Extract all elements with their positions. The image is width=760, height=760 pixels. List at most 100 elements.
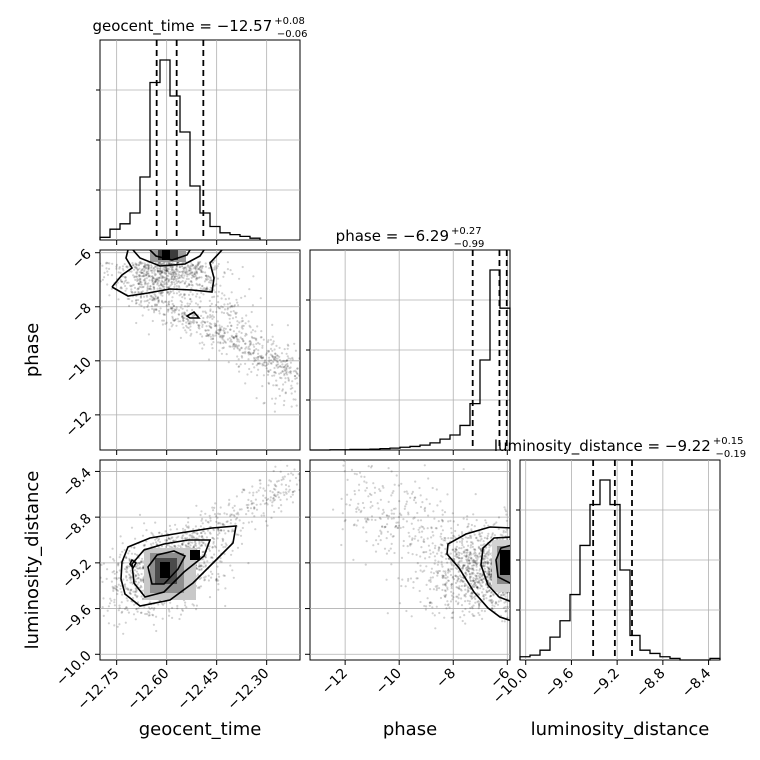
sample-point (365, 486, 368, 490)
sample-point (223, 330, 226, 333)
sample-point (194, 274, 197, 278)
sample-point (451, 575, 455, 578)
sample-point (182, 276, 185, 279)
sample-point (446, 493, 449, 496)
sample-point (456, 603, 459, 606)
sample-point (467, 569, 470, 573)
sample-point (278, 355, 281, 358)
sample-point (353, 472, 356, 475)
sample-point (283, 366, 286, 369)
sample-point (471, 584, 474, 588)
sample-point (482, 557, 485, 560)
y-tick-label: −12 (63, 408, 95, 440)
sample-point (409, 544, 412, 547)
sample-point (487, 581, 490, 584)
sample-point (135, 574, 138, 577)
sample-point (129, 576, 132, 579)
sample-point (490, 601, 493, 604)
sample-point (186, 309, 189, 312)
sample-point (206, 529, 210, 532)
sample-point (204, 265, 207, 268)
sample-point (180, 312, 183, 315)
sample-point (102, 614, 105, 618)
sample-point (452, 592, 455, 595)
sample-point (251, 512, 254, 515)
sample-point (231, 528, 234, 531)
sample-point (137, 576, 140, 580)
sample-point (479, 548, 482, 551)
sample-point (431, 530, 434, 534)
sample-point (120, 590, 123, 594)
sample-point (283, 374, 286, 377)
sample-point (485, 555, 488, 558)
sample-point (232, 336, 235, 339)
sample-point (274, 488, 277, 491)
sample-point (205, 287, 208, 290)
sample-point (230, 305, 233, 308)
sample-point (222, 546, 225, 549)
sample-point (175, 285, 178, 288)
sample-point (441, 555, 444, 559)
sample-point (264, 353, 268, 356)
sample-point (152, 297, 155, 300)
sample-point (215, 283, 218, 286)
sample-point (408, 535, 411, 538)
sample-point (120, 286, 123, 289)
sample-point (489, 577, 493, 580)
sample-point (204, 329, 207, 332)
sample-point (147, 266, 151, 269)
sample-point (112, 586, 115, 590)
sample-point (129, 589, 132, 592)
sample-point (232, 330, 235, 333)
sample-point (134, 575, 137, 578)
sample-point (249, 341, 253, 344)
sample-point (119, 553, 122, 556)
x-tick-label: −12.30 (225, 666, 273, 714)
sample-point (367, 495, 370, 498)
sample-point (460, 567, 463, 570)
sample-point (378, 516, 381, 520)
sample-point (274, 384, 277, 387)
sample-point (160, 269, 163, 272)
sample-point (123, 584, 126, 587)
sample-point (209, 279, 212, 282)
sample-point (184, 601, 187, 604)
sample-point (460, 541, 464, 545)
sample-point (189, 544, 192, 547)
sample-point (253, 507, 256, 510)
sample-point (501, 538, 504, 541)
sample-point (466, 548, 469, 551)
sample-point (489, 599, 492, 602)
sample-point (170, 545, 173, 549)
sample-point (146, 305, 149, 309)
sample-point (208, 322, 211, 325)
sample-point (161, 291, 164, 294)
sample-point (219, 329, 222, 332)
panel-phase-vs-geocent-time: −12−10−8−6 (63, 246, 301, 455)
sample-point (263, 361, 266, 364)
sample-point (399, 526, 402, 530)
sample-point (150, 266, 153, 270)
sample-point (110, 274, 114, 277)
sample-point (172, 271, 175, 274)
sample-point (136, 595, 139, 598)
sample-point (441, 520, 444, 523)
sample-point (231, 304, 234, 307)
sample-point (171, 271, 175, 274)
sample-point (140, 611, 143, 614)
sample-point (455, 548, 458, 551)
sample-point (164, 272, 167, 275)
sample-point (504, 605, 507, 609)
sample-point (458, 547, 461, 550)
sample-point (182, 326, 185, 329)
sample-point (431, 576, 434, 579)
sample-point (130, 588, 133, 591)
sample-point (379, 517, 382, 521)
sample-point (134, 580, 138, 583)
sample-point (432, 588, 435, 591)
sample-point (192, 318, 195, 322)
sample-point (468, 577, 472, 580)
sample-point (241, 488, 244, 491)
sample-point (136, 278, 139, 281)
sample-point (141, 314, 144, 317)
